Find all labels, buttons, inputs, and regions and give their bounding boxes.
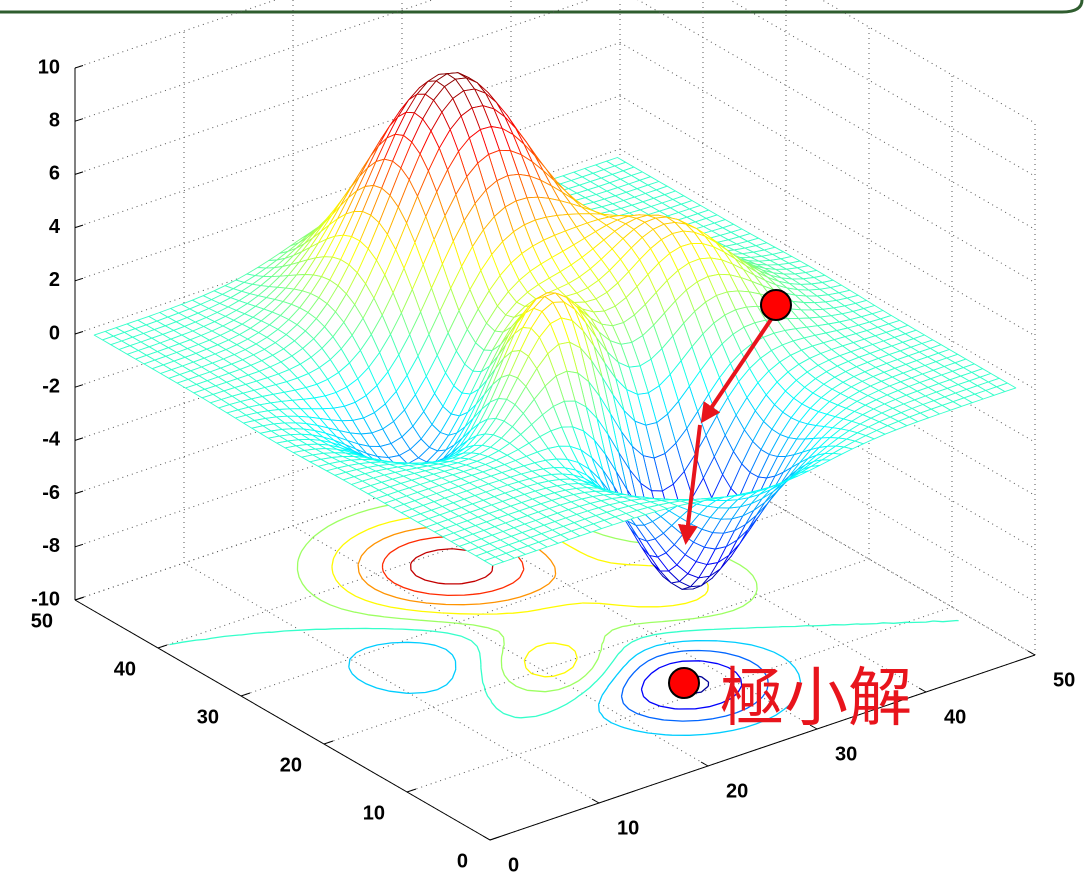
tick-mark [700,761,709,767]
axis-line [489,654,1036,841]
minimum-point [668,667,700,699]
tick-mark [74,118,84,122]
z-tick-label: -8 [42,535,60,557]
tick-mark [489,836,500,841]
z-tick-label: 6 [49,163,60,185]
mesh-surface [93,72,1017,590]
grid-line [74,308,621,495]
x-tick-label: 40 [944,706,966,728]
tick-mark [74,65,84,69]
tick-mark [74,490,84,495]
tick-mark [918,687,927,693]
y-tick-label: 40 [114,658,136,680]
z-tick-label: 8 [49,109,60,131]
annotation: 極小解 [720,662,912,734]
z-tick-label: -4 [42,429,61,451]
contour-line [640,660,743,710]
tick-mark [591,798,600,804]
z-tick-label: 4 [49,216,61,238]
contour-line [348,639,802,736]
grid-line [406,606,953,793]
y-tick-label: 20 [280,754,302,776]
tick-mark [323,740,334,745]
grid-line [74,42,621,229]
y-tick-label: 0 [457,850,468,872]
tick-mark [240,692,251,697]
grid-line [157,462,704,649]
x-tick-label: 30 [835,743,857,765]
y-tick-label: 10 [363,802,385,824]
grid-line [240,510,787,697]
tick-mark [406,788,417,793]
frame-edge [0,0,1084,14]
tick-mark [1027,650,1036,656]
axes-front: -10 -8 -6 -4 -2 0 2 4 6 8 10 0 10 20 30 40 50 0 10 20 30 40 50 [31,56,1076,874]
x-tick-label: 50 [1053,669,1075,691]
y-tick-label: 50 [31,610,53,632]
grid-line [74,254,621,441]
z-tick-label: 0 [49,322,60,344]
tick-mark [74,277,84,282]
grid-line [323,558,870,745]
grid-line [74,0,591,175]
grid-line [74,414,621,601]
tick-mark [74,437,84,441]
grid-line [74,95,621,282]
z-tick-label: -10 [31,588,60,610]
mesh-face [483,556,504,566]
z-tick-label: -6 [42,482,60,504]
tick-mark [74,543,84,548]
x-tick-label: 0 [508,854,519,874]
start-point [760,289,792,321]
tick-mark [482,835,491,841]
arrow [700,316,774,424]
contour-line [620,649,769,722]
tick-mark [74,224,84,229]
z-tick-label: 10 [38,56,60,78]
grid-line [821,0,1036,124]
tick-mark [74,331,84,335]
grid-line [183,562,600,804]
tick-mark [74,171,84,175]
x-tick-label: 20 [726,780,748,802]
grid-line [74,148,621,335]
grid-line [74,0,277,69]
z-tick-label: -2 [42,375,60,397]
tick-mark [809,724,818,730]
tick-mark [74,384,84,388]
grid-line [74,361,621,548]
grid-line [74,0,434,122]
tick-mark [74,596,85,601]
axis-line [74,599,491,841]
y-tick-label: 30 [197,706,219,728]
z-tick-label: 2 [49,269,60,291]
tick-mark [157,644,168,649]
arrow [677,424,702,545]
grid-line [729,0,1036,177]
x-tick-label: 10 [617,817,639,839]
contour-line [169,619,959,719]
